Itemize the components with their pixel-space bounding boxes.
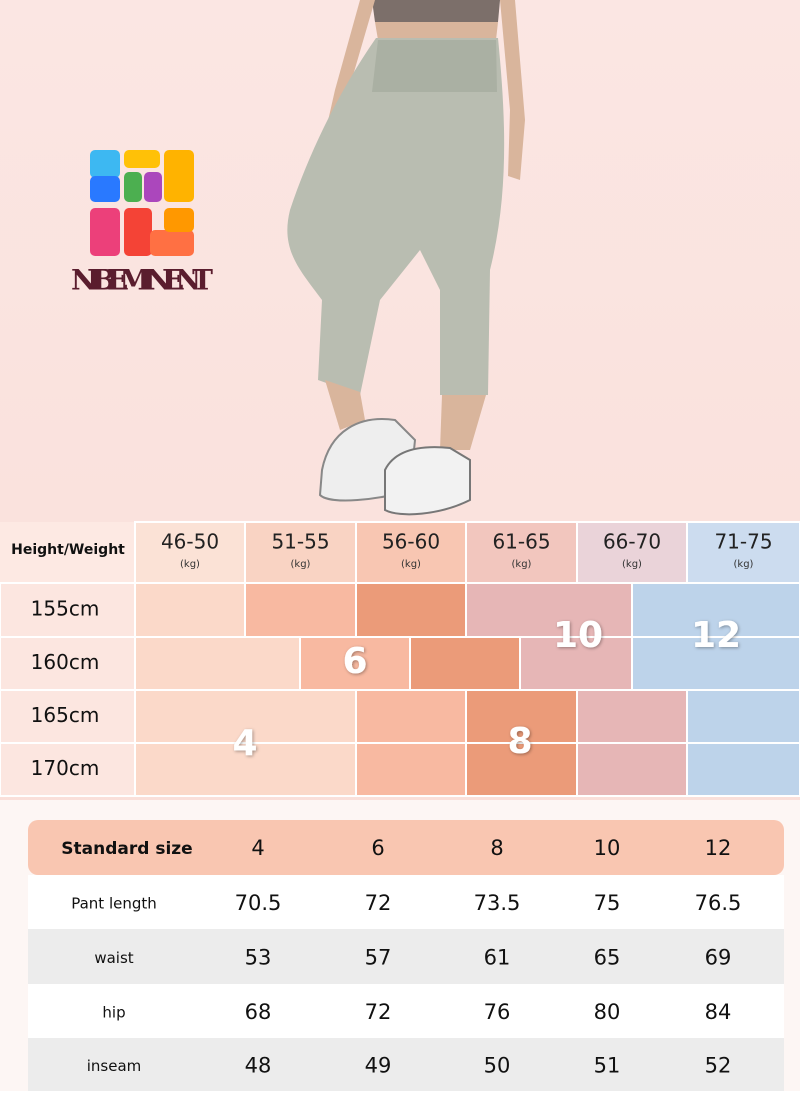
size-cell — [631, 636, 800, 691]
measurement: 57 — [365, 946, 392, 970]
size-header: 12 — [705, 836, 732, 860]
measurement: 76 — [484, 1000, 511, 1024]
size-cell — [576, 742, 688, 797]
table-row — [28, 929, 784, 984]
size-cell — [465, 742, 578, 797]
table-header — [28, 820, 784, 875]
table-row — [28, 1038, 784, 1091]
table-row — [28, 984, 784, 1038]
size-cell — [134, 636, 301, 691]
size-cell — [299, 636, 411, 691]
height-label: 160cm — [31, 650, 100, 674]
measurement: 49 — [365, 1054, 392, 1078]
model-illustration — [287, 0, 525, 516]
size-cell — [465, 689, 578, 744]
weight-unit: (kg) — [512, 559, 532, 570]
row-label: Pant length — [71, 895, 157, 913]
measurement: 48 — [245, 1054, 272, 1078]
measurement: 68 — [245, 1000, 272, 1024]
weight-unit: (kg) — [291, 559, 311, 570]
measurement: 52 — [705, 1054, 732, 1078]
size-cell — [134, 582, 246, 638]
measurement: 80 — [594, 1000, 621, 1024]
height-label: 165cm — [31, 703, 100, 727]
size-cell — [465, 582, 633, 638]
row-label: inseam — [87, 1057, 142, 1075]
row-label-cell — [0, 636, 136, 691]
measurement: 73.5 — [474, 891, 521, 915]
weight-range: 51-55 — [271, 530, 329, 554]
height-label: 170cm — [31, 756, 100, 780]
size-cell — [409, 636, 521, 691]
weight-unit: (kg) — [622, 559, 642, 570]
weight-range: 61-65 — [492, 530, 550, 554]
size-header: 6 — [371, 836, 384, 860]
measurement: 84 — [705, 1000, 732, 1024]
brand-name: NIBEMINENT — [71, 264, 213, 297]
weight-range: 66-70 — [603, 530, 661, 554]
measurement: 69 — [705, 946, 732, 970]
size-cell — [686, 742, 800, 797]
height-label: 155cm — [31, 597, 100, 621]
size-cell — [576, 689, 688, 744]
size-label: 8 — [507, 721, 532, 762]
size-cell — [134, 742, 357, 797]
size-label: 10 — [553, 615, 603, 656]
measurement: 76.5 — [695, 891, 742, 915]
size-header: 10 — [594, 836, 621, 860]
measurement: 51 — [594, 1054, 621, 1078]
measurement: 72 — [365, 891, 392, 915]
size-header: 4 — [251, 836, 264, 860]
measurement: 50 — [484, 1054, 511, 1078]
size-cell — [355, 582, 467, 638]
header-cell — [0, 522, 135, 583]
size-cell — [355, 689, 467, 744]
row-label: waist — [94, 949, 133, 967]
measurement: 70.5 — [235, 891, 282, 915]
measurement: 75 — [594, 891, 621, 915]
weight-range: 71-75 — [714, 530, 772, 554]
header-cell — [355, 521, 467, 584]
size-chart: Height/Weight 46-50 (kg) 51-55 (kg) 56-60 (kg)… — [0, 521, 800, 797]
table-row — [28, 875, 784, 929]
size-cell — [631, 582, 800, 638]
size-label: 12 — [691, 615, 741, 656]
weight-range: 56-60 — [382, 530, 440, 554]
size-label: 4 — [232, 723, 257, 764]
measurement: 61 — [484, 946, 511, 970]
size-header: 8 — [490, 836, 503, 860]
size-cell — [355, 742, 467, 797]
corner-label: Height/Weight — [11, 542, 125, 558]
measurement: 65 — [594, 946, 621, 970]
weight-unit: (kg) — [180, 559, 200, 570]
row-label-cell — [0, 742, 136, 797]
row-label: hip — [102, 1004, 125, 1022]
header-label: Standard size — [61, 839, 192, 859]
weight-unit: (kg) — [401, 559, 421, 570]
size-label: 6 — [342, 641, 367, 682]
weight-range: 46-50 — [161, 530, 219, 554]
measurement: 72 — [365, 1000, 392, 1024]
brand-logo — [90, 150, 194, 256]
size-cell — [686, 689, 800, 744]
size-cell — [244, 582, 357, 638]
weight-unit: (kg) — [734, 559, 754, 570]
measurement: 53 — [245, 946, 272, 970]
